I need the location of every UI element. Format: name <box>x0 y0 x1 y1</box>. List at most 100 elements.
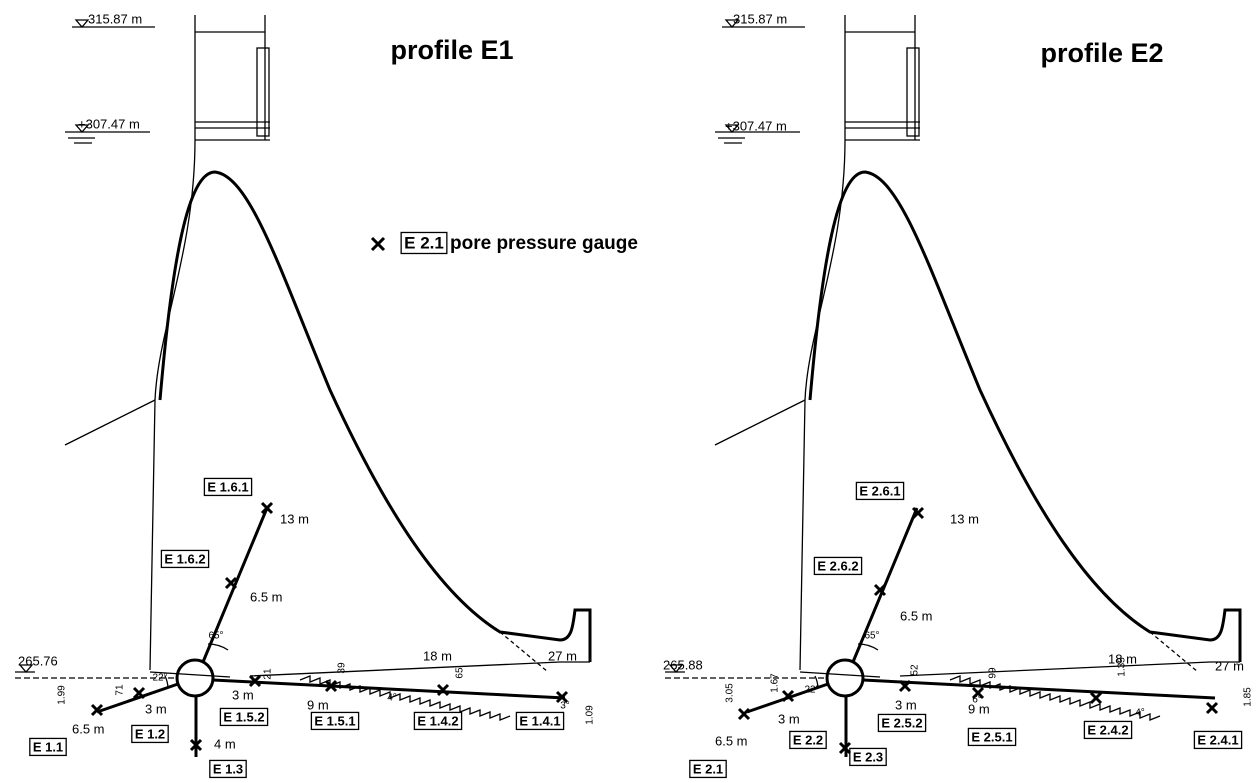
gauge-box <box>400 231 448 255</box>
gauge-label: E 1.5.2 <box>223 709 264 724</box>
gauge-cross <box>90 703 104 717</box>
gauge-box <box>209 759 247 779</box>
distance-label: 6.5 m <box>900 608 933 623</box>
gauge-label: E 2.5.1 <box>971 729 1012 744</box>
distance-label: 3 m <box>232 687 254 702</box>
distance-label: 6.5 m <box>72 721 105 736</box>
gauge-label: E 1.5.1 <box>314 713 355 728</box>
gauge-label: E 2.2 <box>793 732 823 747</box>
gauge-cross <box>911 506 925 520</box>
gauge-label: E 2.6.1 <box>859 483 900 498</box>
dimension-label: 3.05 <box>725 683 736 703</box>
dimension-label: 1.99 <box>57 685 68 705</box>
gauge-box <box>967 727 1017 747</box>
gauge-label: E 2.1 <box>693 761 723 776</box>
gauge-box <box>1193 730 1243 750</box>
gauge-label: E 1.4.2 <box>417 713 458 728</box>
gauge-cross <box>898 679 912 693</box>
gauge-cross <box>224 576 238 590</box>
angle-label: 3° <box>560 701 570 712</box>
angle-label: 6° <box>972 695 982 706</box>
gauge-box <box>310 711 360 731</box>
dimension-label: 1.09 <box>585 705 596 725</box>
dimension-label: 39 <box>337 662 348 674</box>
base-elevation: 265.88 <box>663 657 703 672</box>
gauge-cross <box>781 689 795 703</box>
gauge-box <box>160 549 210 569</box>
gauge-label: E 2.6.2 <box>817 558 858 573</box>
gauge-cross <box>436 683 450 697</box>
gauge-label: E 1.6.2 <box>164 551 205 566</box>
gauge-box <box>219 707 269 727</box>
distance-label: 3 m <box>895 697 917 712</box>
gauge-box <box>849 747 887 767</box>
gauge-cross <box>1089 691 1103 705</box>
gauge-box <box>813 556 863 576</box>
distance-label: 4 m <box>214 736 236 751</box>
gauge-box <box>877 713 927 733</box>
angle-label: 4° <box>387 693 397 704</box>
gauge-box <box>413 711 463 731</box>
angle-label: 4° <box>1135 708 1145 719</box>
angle-label: 22° <box>804 685 819 696</box>
distance-label: 18 m <box>1108 651 1137 666</box>
crest-elevation: 315.87 m <box>88 11 142 26</box>
dimension-label: 52 <box>910 664 921 676</box>
angle-label: 22° <box>152 673 167 684</box>
gauge-label: E 1.6.1 <box>207 479 248 494</box>
distance-label: 18 m <box>423 648 452 663</box>
distance-label: 6.5 m <box>715 733 748 748</box>
dimension-label: 71 <box>115 684 126 696</box>
gauge-box <box>1083 720 1133 740</box>
gauge-label: E 1.3 <box>213 761 243 776</box>
gauge-label: E 2.3 <box>853 749 883 764</box>
gauge-cross <box>873 583 887 597</box>
gauge-label: E 1.4.1 <box>519 713 560 728</box>
base-elevation: 265.76 <box>18 653 58 668</box>
dimension-label: 99 <box>988 667 999 679</box>
gauge-cross <box>248 674 262 688</box>
profile-title: profile E2 <box>1040 38 1163 68</box>
legend-gauge: E 2.1 <box>404 233 444 252</box>
distance-label: 9 m <box>968 701 990 716</box>
angle-label: 65° <box>864 631 879 642</box>
water-elevation: +307.47 m <box>725 118 787 133</box>
distance-label: 13 m <box>280 511 309 526</box>
gauge-label: E 1.2 <box>135 726 165 741</box>
gauge-label: E 2.4.1 <box>1197 732 1238 747</box>
distance-label: 3 m <box>778 711 800 726</box>
legend-text: pore pressure gauge <box>450 233 638 254</box>
gauge-box <box>689 759 727 779</box>
distance-label: 6.5 m <box>250 589 283 604</box>
gauge-label: E 2.5.2 <box>881 715 922 730</box>
gauge-cross <box>838 741 852 755</box>
gauge-box <box>515 711 565 731</box>
distance-label: 13 m <box>950 511 979 526</box>
water-elevation: +307.47 m <box>78 116 140 131</box>
gauge-label: E 2.4.2 <box>1087 722 1128 737</box>
gauge-box <box>131 724 169 744</box>
angle-label: 65° <box>208 631 223 642</box>
profile-title: profile E1 <box>390 35 513 65</box>
gauge-box <box>855 481 905 501</box>
distance-label: 3 m <box>145 701 167 716</box>
distance-label: 27 m <box>1215 658 1244 673</box>
gauge-box <box>203 477 253 497</box>
gauge-box <box>789 730 827 750</box>
gauge-cross <box>971 686 985 700</box>
gauge-box <box>29 737 67 757</box>
dimension-label: 1.85 <box>1243 687 1254 707</box>
legend-cross <box>370 236 386 252</box>
distance-label: 27 m <box>548 648 577 663</box>
dimension-label: 21 <box>263 668 274 680</box>
distance-label: 9 m <box>307 697 329 712</box>
gauge-cross <box>324 679 338 693</box>
gauge-cross <box>260 501 274 515</box>
gauge-label: E 1.1 <box>33 739 63 754</box>
gauge-cross <box>1205 701 1219 715</box>
gauge-cross <box>737 707 751 721</box>
gauge-cross <box>132 686 146 700</box>
dimension-label: 65 <box>455 667 466 679</box>
gauge-cross <box>555 690 569 704</box>
